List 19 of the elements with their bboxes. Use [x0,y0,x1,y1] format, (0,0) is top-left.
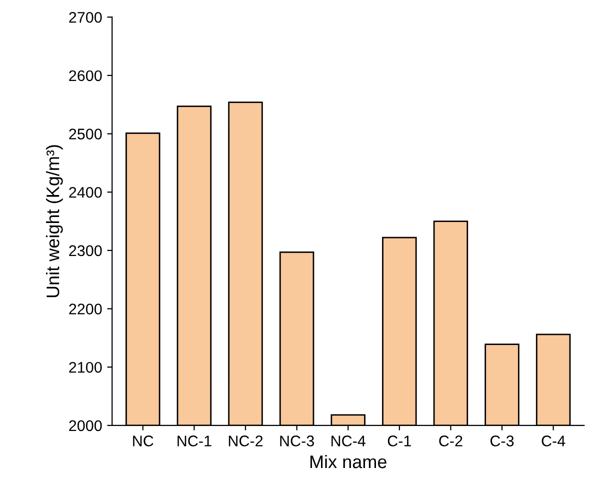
x-tick-label: NC-3 [280,436,314,446]
y-tick-label: 2200 [69,304,102,314]
x-tick-label: C-4 [542,436,566,446]
y-tick-label: 2400 [69,186,102,198]
x-tick-label: NC-1 [178,436,212,446]
x-tick-label: C-3 [490,436,514,446]
y-tick-label: 2700 [69,12,102,23]
y-axis-title: Unit weight (Kg/m³) [46,145,63,298]
y-tick-label: 2000 [69,420,102,432]
y-tick-label: 2600 [69,70,102,82]
x-tick-label: NC-2 [228,436,263,446]
x-tick-label: C-2 [439,436,462,446]
y-tick-label: 2300 [69,245,102,256]
y-tick-label: 2100 [69,362,102,373]
x-tick-label: NC-4 [332,436,366,446]
y-tick-label: 2500 [69,128,102,140]
x-tick-label: C-1 [388,436,411,446]
x-tick-label: NC [133,436,154,446]
x-axis-title: Mix name [310,454,386,468]
